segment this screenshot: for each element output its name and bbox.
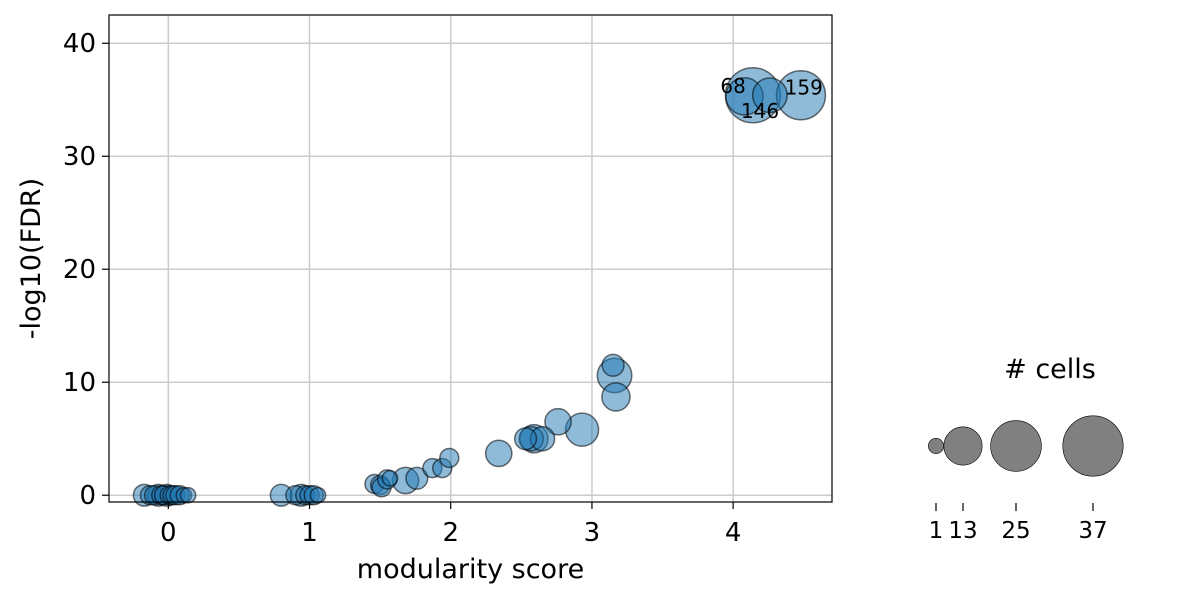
size-legend-marker (990, 420, 1042, 472)
scatter-point (179, 486, 197, 504)
size-legend-items: 1 13 25 37 (928, 415, 1124, 544)
size-legend: # cells 1 13 25 37 (928, 354, 1124, 544)
y-tick-label: 0 (79, 481, 96, 511)
x-tick-label: 0 (160, 518, 177, 548)
scatter-point (544, 407, 572, 436)
plot-frame (108, 14, 833, 503)
point-annotation: 68 (720, 74, 745, 98)
scatter-point (405, 466, 429, 490)
x-tick-label: 3 (584, 518, 601, 548)
size-legend-label: 1 (929, 518, 944, 544)
x-tick-label: 1 (301, 518, 318, 548)
point-annotation: 159 (785, 75, 823, 99)
y-tick-label: 20 (63, 255, 96, 285)
size-legend-label: 13 (948, 518, 977, 544)
y-tick-label: 40 (63, 29, 96, 59)
scatter-point (751, 77, 788, 114)
size-legend-marker (1062, 415, 1124, 477)
size-legend-label: 37 (1078, 518, 1107, 544)
y-tick-label: 30 (63, 142, 96, 172)
scatter-point (601, 382, 631, 412)
scatter-points (132, 66, 827, 507)
scatter-point (309, 486, 327, 504)
x-tick-label: 4 (725, 518, 742, 548)
scatter-point (601, 353, 625, 377)
size-legend-label: 25 (1001, 518, 1030, 544)
scatter-point (513, 427, 538, 451)
y-axis: 0 10 20 30 40 (63, 29, 109, 511)
size-legend-marker (943, 426, 983, 466)
y-tick-label: 10 (63, 368, 96, 398)
point-annotation: 146 (741, 99, 779, 123)
scatter-point (439, 447, 460, 469)
scatter-point (484, 439, 513, 468)
grid (109, 15, 832, 502)
x-axis-label: modularity score (357, 554, 584, 585)
x-axis: 0 1 2 3 4 (160, 502, 741, 548)
scatter-point (381, 469, 399, 487)
size-legend-marker (928, 438, 944, 454)
y-axis-label: -log10(FDR) (16, 178, 47, 339)
size-legend-title: # cells (1004, 354, 1096, 385)
x-tick-label: 2 (442, 518, 459, 548)
